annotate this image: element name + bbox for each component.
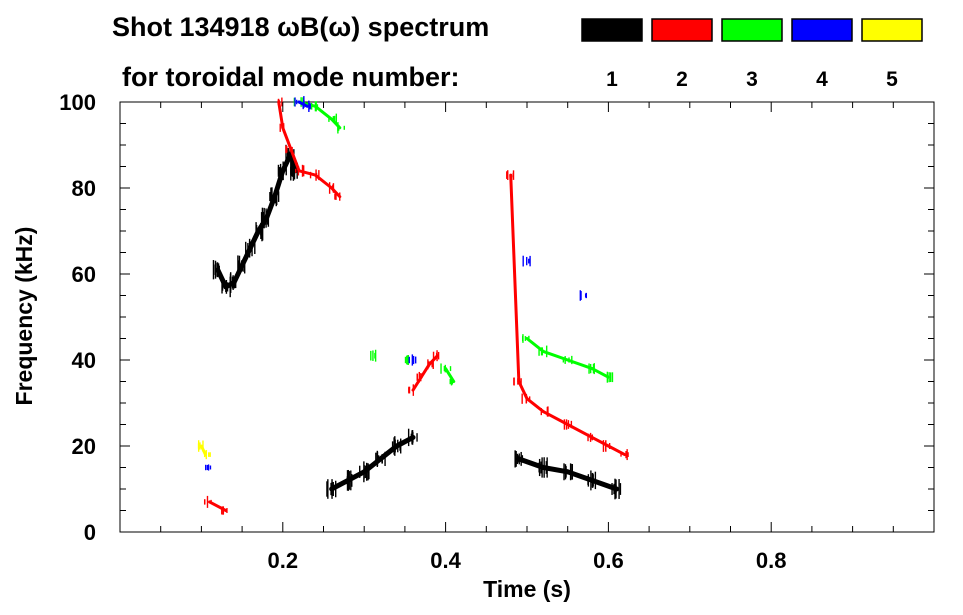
series-mode-5 — [197, 440, 211, 460]
series-mode-2 — [203, 97, 629, 515]
data-streak — [329, 477, 351, 492]
x-axis-label: Time (s) — [483, 576, 571, 602]
data-marks — [197, 96, 629, 515]
x-tick-label: 0.8 — [756, 548, 787, 573]
data-streak — [509, 173, 521, 383]
y-tick-label: 20 — [72, 434, 96, 459]
data-streak — [297, 169, 317, 177]
y-tick-label: 80 — [72, 176, 96, 201]
chart-title: Shot 134918 ωB(ω) spectrum — [112, 12, 489, 42]
x-tick-label: 0.2 — [268, 548, 299, 573]
x-tick-label: 0.6 — [593, 548, 624, 573]
series-mode-1 — [212, 144, 622, 500]
y-tick-label: 40 — [72, 348, 96, 373]
data-streak — [394, 434, 416, 449]
legend-label-mode-2: 2 — [676, 68, 688, 91]
y-tick-label: 100 — [59, 90, 96, 115]
legend-label-mode-4: 4 — [816, 68, 828, 91]
data-streak — [277, 100, 285, 130]
legend: 1 2 3 4 5 — [581, 18, 923, 91]
tick-labels: 0 20 40 60 80 100 0.2 0.4 0.6 0.8 — [59, 90, 786, 573]
legend-swatch-mode-5 — [861, 18, 923, 42]
series-mode-3 — [293, 97, 614, 386]
legend-label-mode-3: 3 — [746, 68, 758, 91]
axis-ticks — [120, 101, 934, 533]
legend-swatch-mode-2 — [651, 18, 713, 42]
y-tick-label: 0 — [84, 520, 96, 545]
y-axis-label: Frequency (kHz) — [11, 227, 37, 406]
data-streak — [313, 173, 334, 190]
legend-swatch-mode-4 — [791, 18, 853, 42]
series-mode-4 — [205, 96, 588, 471]
x-tick-label: 0.4 — [430, 548, 461, 573]
y-tick-label: 60 — [72, 262, 96, 287]
plot-frame — [119, 101, 935, 533]
data-streak — [606, 444, 627, 457]
data-streak — [525, 337, 545, 353]
legend-swatch-mode-3 — [721, 18, 783, 42]
chart-subtitle: for toroidal mode number: — [122, 62, 460, 92]
legend-label-mode-5: 5 — [886, 68, 898, 91]
legend-swatch-mode-1 — [581, 18, 643, 42]
legend-label-mode-1: 1 — [606, 68, 618, 91]
